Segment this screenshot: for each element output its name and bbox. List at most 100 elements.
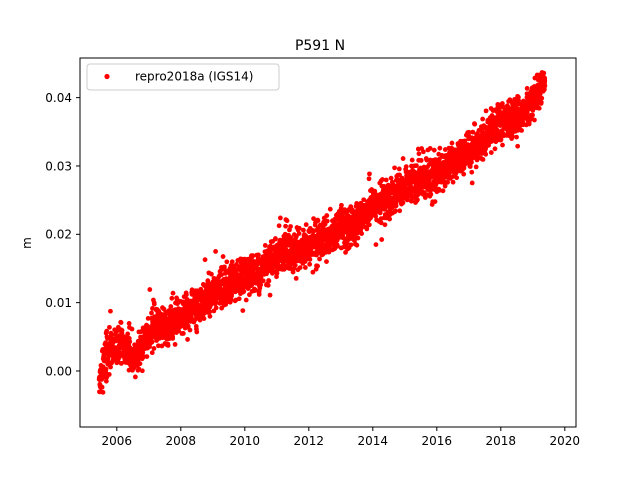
data-point	[144, 323, 150, 329]
y-axis-ticks: 0.00 0.01 0.02 0.03 0.04	[45, 91, 80, 378]
x-tick-label: 2020	[550, 434, 581, 448]
points-layer	[96, 70, 548, 395]
y-tick-label: 0.00	[45, 364, 72, 378]
data-point	[382, 222, 388, 228]
data-point	[315, 263, 320, 269]
data-point	[187, 327, 193, 333]
data-point	[397, 172, 402, 178]
data-point	[241, 289, 247, 294]
data-point	[437, 156, 442, 162]
data-point	[103, 378, 109, 384]
data-point	[229, 259, 235, 265]
data-point	[397, 208, 403, 214]
data-point	[201, 316, 207, 321]
data-point	[367, 171, 372, 177]
x-tick-label: 2008	[166, 434, 197, 448]
data-point	[315, 218, 321, 224]
plot-frame	[79, 57, 577, 428]
data-point	[100, 389, 106, 395]
data-point	[355, 235, 361, 241]
data-point	[149, 310, 154, 316]
data-point	[335, 243, 340, 249]
data-point	[273, 236, 278, 241]
data-point	[256, 292, 262, 297]
data-point	[207, 313, 213, 319]
data-point	[388, 175, 394, 181]
data-point	[392, 165, 397, 171]
x-tick-label: 2006	[102, 434, 133, 448]
data-point	[129, 326, 135, 332]
data-point	[149, 339, 155, 345]
data-point	[256, 252, 261, 258]
data-point	[194, 329, 200, 335]
data-point	[297, 265, 303, 270]
data-point	[107, 324, 112, 330]
data-point	[137, 361, 143, 367]
data-point	[480, 116, 486, 122]
data-point	[213, 249, 218, 254]
data-point	[519, 128, 524, 133]
data-point	[469, 169, 475, 175]
data-point	[185, 323, 191, 329]
data-point	[424, 157, 430, 163]
data-point	[427, 145, 433, 151]
data-point	[383, 177, 389, 183]
data-point	[151, 301, 157, 307]
data-point	[311, 216, 316, 222]
data-point	[469, 159, 474, 165]
data-point	[392, 208, 398, 214]
data-point	[277, 215, 283, 221]
data-point	[293, 275, 299, 281]
data-point	[524, 86, 530, 91]
data-point	[515, 143, 521, 149]
x-tick-label: 2016	[422, 434, 453, 448]
data-point	[440, 188, 446, 194]
data-point	[307, 257, 313, 262]
data-point	[292, 262, 298, 268]
legend-box	[86, 63, 280, 91]
data-point	[184, 292, 189, 298]
chart-title: P591 N	[295, 38, 345, 54]
data-point	[377, 210, 383, 216]
x-tick-label: 2012	[294, 434, 325, 448]
data-point	[516, 94, 521, 100]
data-point	[373, 213, 379, 219]
data-point	[126, 321, 132, 326]
data-point	[380, 177, 385, 182]
data-point	[125, 331, 131, 337]
data-point	[108, 308, 113, 314]
data-point	[266, 278, 272, 284]
data-point	[119, 328, 125, 333]
data-point	[213, 305, 219, 311]
data-point	[403, 164, 409, 169]
data-point	[303, 222, 309, 228]
data-point	[354, 242, 360, 248]
y-tick-label: 0.04	[45, 91, 72, 105]
data-point	[449, 140, 455, 146]
data-point	[260, 278, 266, 284]
data-point	[387, 216, 393, 222]
data-point	[437, 145, 443, 151]
data-point	[284, 218, 290, 224]
data-point	[170, 290, 176, 296]
data-point	[421, 149, 426, 155]
data-point	[301, 227, 306, 233]
data-point	[118, 320, 124, 325]
data-point	[262, 243, 268, 248]
data-point	[509, 133, 515, 139]
data-point	[396, 166, 402, 172]
data-point	[302, 265, 308, 270]
y-tick-label: 0.01	[45, 296, 72, 310]
data-point	[416, 151, 422, 157]
data-point	[324, 259, 329, 265]
y-axis-label: m	[20, 237, 34, 249]
data-point	[213, 299, 219, 305]
legend-marker	[104, 73, 110, 80]
data-point	[250, 253, 256, 259]
data-point	[542, 83, 548, 89]
data-point	[393, 203, 399, 209]
data-point	[258, 274, 264, 280]
data-point	[307, 261, 313, 267]
x-tick-label: 2018	[486, 434, 517, 448]
